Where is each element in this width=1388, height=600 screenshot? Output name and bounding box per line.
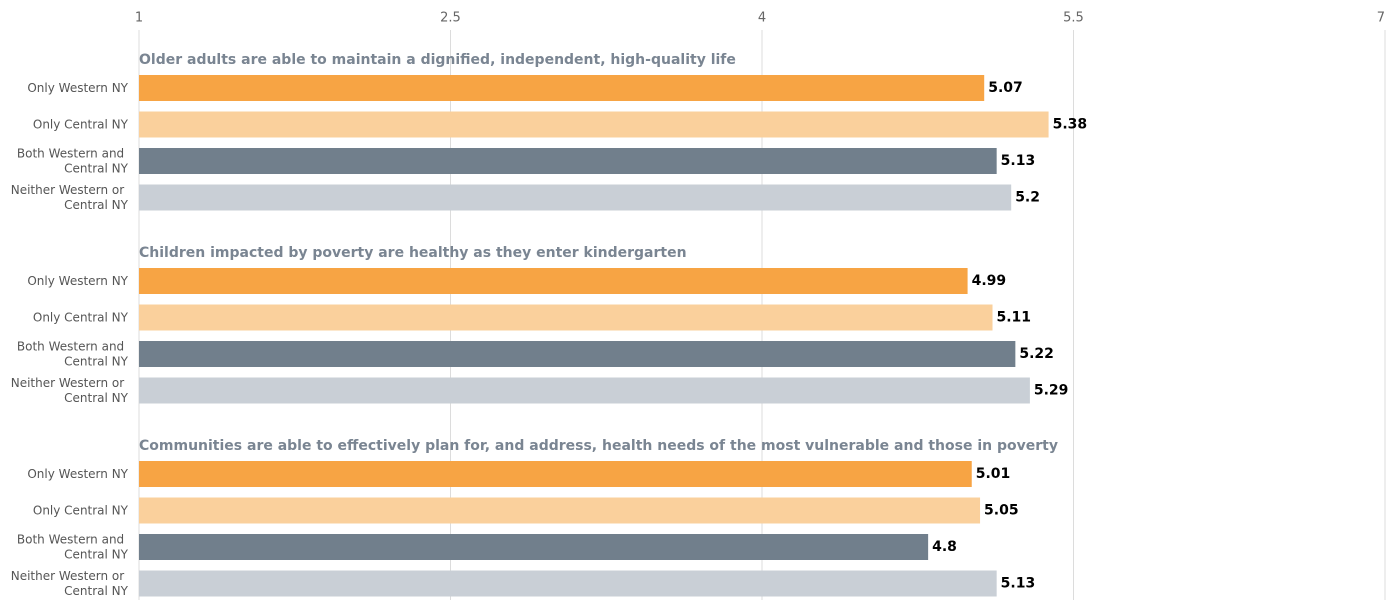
value-label: 5.07 [988, 80, 1023, 96]
group-title: Communities are able to effectively plan… [139, 438, 1058, 454]
value-label: 5.13 [1001, 153, 1036, 169]
value-label: 5.38 [1053, 117, 1088, 133]
bar [139, 148, 997, 174]
value-label: 5.29 [1034, 383, 1069, 399]
bar [139, 570, 997, 597]
bar [139, 497, 981, 524]
x-tick-label: 2.5 [440, 11, 461, 26]
category-label: Only Western NY [27, 467, 128, 481]
category-label: Both Western and Central NY [17, 339, 129, 368]
category-label: Neither Western or Central NY [11, 569, 129, 598]
category-label: Only Western NY [27, 81, 128, 95]
value-label: 5.11 [997, 310, 1032, 326]
value-label: 5.05 [984, 503, 1019, 519]
category-label: Only Central NY [33, 117, 129, 131]
bar [139, 461, 972, 487]
category-label: Both Western and Central NY [17, 146, 129, 175]
bar [139, 268, 968, 294]
value-label: 5.01 [976, 466, 1011, 482]
value-label: 5.2 [1015, 190, 1040, 206]
x-tick-label: 1 [135, 11, 143, 26]
x-tick-label: 4 [758, 11, 766, 26]
category-label: Only Central NY [33, 503, 129, 517]
category-label: Both Western and Central NY [17, 532, 129, 561]
group-title: Older adults are able to maintain a dign… [139, 52, 736, 68]
x-tick-label: 5.5 [1063, 11, 1084, 26]
category-label: Neither Western or Central NY [11, 376, 129, 405]
category-label: Only Western NY [27, 274, 128, 288]
bar [139, 75, 985, 101]
category-label: Only Central NY [33, 310, 129, 324]
bar [139, 111, 1049, 138]
value-label: 4.99 [972, 273, 1007, 289]
value-label: 5.22 [1019, 346, 1054, 362]
bar [139, 184, 1012, 211]
bar [139, 304, 993, 331]
bar [139, 341, 1016, 367]
group-title: Children impacted by poverty are healthy… [139, 245, 687, 261]
bar [139, 377, 1030, 404]
x-tick-label: 7 [1377, 11, 1385, 26]
bar [139, 534, 929, 560]
value-label: 5.13 [1001, 576, 1036, 592]
value-label: 4.8 [932, 539, 957, 555]
category-label: Neither Western or Central NY [11, 183, 129, 212]
